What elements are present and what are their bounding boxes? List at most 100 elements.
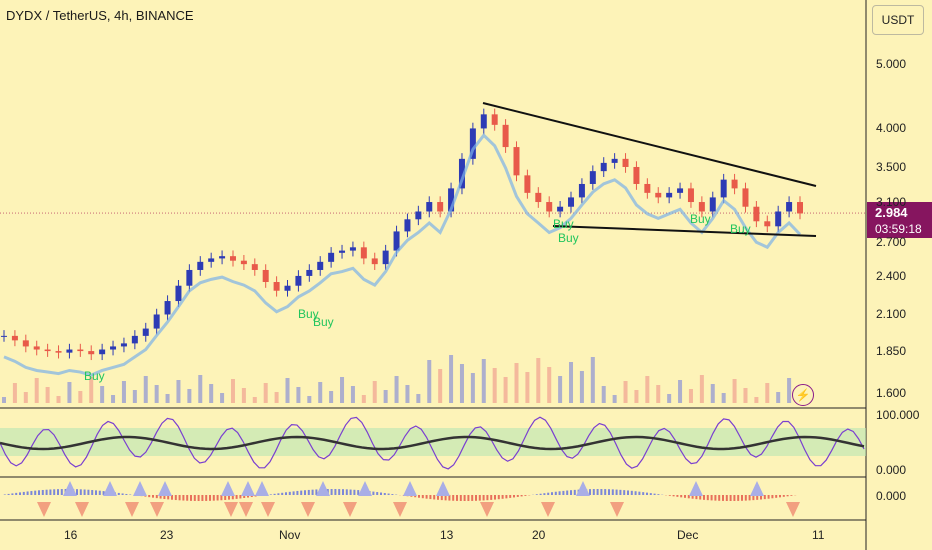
candle-body: [677, 188, 684, 193]
volume-bar: [601, 386, 606, 403]
volume-bar: [132, 390, 137, 403]
candle-body: [1, 335, 7, 337]
histogram-bar: [592, 489, 595, 495]
histogram-bar: [190, 495, 192, 501]
candle-body: [502, 124, 509, 148]
volume-bar: [143, 376, 148, 403]
candle-body: [709, 197, 716, 212]
volume-bar: [776, 392, 781, 403]
histogram-bar: [733, 495, 736, 501]
histogram-bar: [102, 491, 105, 495]
volume-bar: [765, 383, 770, 403]
volume-bar: [394, 376, 399, 403]
histogram-bar: [558, 491, 561, 495]
histogram-bar: [513, 495, 515, 498]
histogram-bar: [475, 495, 477, 501]
volume-bar: [230, 379, 235, 403]
histogram-bar: [570, 490, 572, 495]
volume-bar: [2, 397, 6, 403]
histogram-bar: [117, 492, 120, 495]
marker-up: [436, 481, 450, 496]
ichimoku-cloud: [3, 133, 802, 377]
candle-body: [426, 202, 433, 212]
marker-down: [480, 502, 494, 517]
histogram-bar: [452, 495, 455, 501]
volume-bar: [45, 387, 50, 403]
histogram-bar: [155, 495, 158, 499]
candle-body: [229, 256, 236, 261]
marker-up: [576, 481, 590, 496]
histogram-bar: [224, 495, 227, 500]
histogram-bar: [239, 495, 242, 499]
histogram-bar: [706, 495, 709, 501]
volume-bar: [100, 386, 105, 403]
histogram-bar: [152, 495, 154, 498]
histogram-bar: [524, 495, 527, 496]
candle-body: [208, 258, 215, 262]
candle-body: [557, 206, 564, 212]
candle-body: [22, 340, 29, 347]
histogram-bar: [771, 495, 774, 499]
marker-up: [63, 481, 77, 496]
histogram-bar: [668, 495, 671, 496]
marker-down: [301, 502, 315, 517]
candle-body: [437, 202, 444, 212]
volume-bar: [459, 364, 464, 403]
histogram-bar: [269, 494, 272, 495]
histogram-bar: [315, 489, 318, 495]
volume-bar: [492, 368, 497, 403]
histogram-bar: [501, 495, 504, 499]
candle-body: [633, 166, 640, 184]
histogram-bar: [657, 494, 660, 495]
volume-bar: [688, 389, 693, 403]
histogram-bar: [60, 489, 63, 495]
histogram-bar: [741, 495, 743, 501]
histogram-bar: [3, 494, 6, 495]
histogram-bar: [482, 495, 485, 501]
bar-countdown: 03:59:18: [875, 222, 922, 236]
histogram-bar: [38, 490, 40, 495]
candle-body: [11, 335, 18, 341]
histogram-bar: [212, 495, 215, 501]
histogram-bar: [748, 495, 751, 501]
candle-body: [666, 192, 673, 198]
volume-bar: [383, 390, 388, 403]
candle-body: [655, 192, 662, 198]
histogram-bar: [296, 490, 299, 495]
histogram-bar: [425, 495, 428, 499]
candle-body: [448, 188, 455, 212]
volume-bar: [252, 397, 257, 403]
volume-bar: [372, 381, 377, 403]
volume-bar: [449, 355, 454, 403]
histogram-bar: [26, 491, 29, 495]
time-tick-label: 23: [160, 528, 174, 542]
currency-button[interactable]: USDT: [872, 5, 924, 35]
histogram-bar: [11, 493, 14, 495]
candle-body: [197, 261, 204, 270]
volume-bar: [176, 380, 181, 403]
histogram-bar: [589, 489, 591, 495]
histogram-bar: [752, 495, 755, 501]
candle-body: [491, 114, 498, 125]
histogram-bar: [433, 495, 436, 500]
buy-signal-label: Buy: [690, 212, 711, 226]
histogram-bar: [611, 489, 614, 495]
histogram-bar: [357, 490, 360, 495]
histogram-bar: [790, 495, 793, 496]
lightning-bolt-icon[interactable]: ⚡: [792, 384, 814, 406]
histogram-bar: [551, 492, 553, 495]
volume-bar: [623, 381, 628, 403]
candle-body: [110, 346, 117, 350]
candle-body: [524, 175, 531, 193]
volume-bar: [12, 383, 17, 403]
histogram-bar: [467, 495, 470, 501]
histogram-bar: [277, 493, 280, 495]
histogram-bar: [391, 494, 394, 495]
candle-body: [546, 202, 553, 212]
volume-bar: [427, 360, 432, 403]
histogram-bar: [353, 489, 356, 495]
buy-signal-label: Buy: [730, 222, 751, 236]
volume-bar: [220, 393, 225, 403]
time-tick-label: Dec: [677, 528, 699, 542]
